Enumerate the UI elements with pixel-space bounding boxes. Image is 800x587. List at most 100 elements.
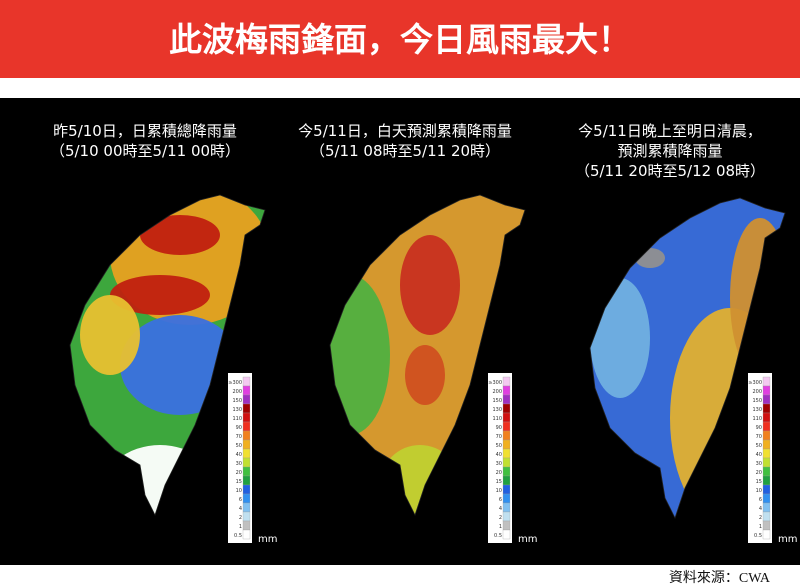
legend-label: 90 [496,425,502,431]
legend-swatch [762,457,771,468]
legend-swatch [242,421,251,432]
legend-label: 2 [759,515,762,521]
legend-swatch [762,394,771,405]
legend-swatch [502,448,511,459]
legend-label: 40 [236,452,242,458]
legend-label: 130 [492,407,502,413]
panel-title: 預測累積降雨量 [617,142,722,160]
legend-swatch [502,529,511,540]
legend-label: 110 [752,416,762,422]
legend-label: 10 [236,488,242,494]
legend-swatch [762,403,771,414]
legend-swatch [242,520,251,531]
legend-swatch [762,376,771,387]
legend-label: 30 [756,461,762,467]
legend-swatch [242,457,251,468]
legend-unit: mm [778,534,797,545]
panel-title: （5/11 20時至5/12 08時） [575,162,765,180]
legend-swatch [502,394,511,405]
legend-swatch [502,511,511,522]
rain-area [330,275,390,435]
legend-unit: mm [518,534,537,545]
legend-swatch [502,475,511,486]
legend-swatch [502,502,511,513]
rain-area [400,235,460,335]
legend-label: 130 [232,407,242,413]
legend-label: 200 [232,389,242,395]
header-title: 此波梅雨鋒面，今日風雨最大！ [0,0,800,78]
legend-swatch [502,457,511,468]
legend-swatch [242,502,251,513]
legend-swatch [762,511,771,522]
legend-label: 30 [496,461,502,467]
legend-label: 130 [752,407,762,413]
legend-swatch [242,394,251,405]
legend-label: 70 [236,434,242,440]
legend-label: 6 [499,497,502,503]
legend-label: 1 [239,524,242,530]
legend-label: 70 [496,434,502,440]
legend-swatch [242,493,251,504]
legend-swatch [762,448,771,459]
legend-swatch [762,421,771,432]
legend-label: 50 [236,443,242,449]
legend-unit: mm [258,534,277,545]
legend-swatch [242,403,251,414]
legend-label: 90 [236,425,242,431]
legend-label: 40 [496,452,502,458]
legend-label: ≥300 [748,380,762,386]
legend-swatch [242,529,251,540]
legend-label: 200 [492,389,502,395]
legend-label: 15 [236,479,242,485]
legend-label: 10 [756,488,762,494]
legend-label: 0.5 [234,533,242,539]
legend-label: 150 [492,398,502,404]
source: 資料來源：CWA [668,571,770,586]
legend-label: 50 [496,443,502,449]
legend-label: 150 [752,398,762,404]
legend-label: 200 [752,389,762,395]
legend-label: 0.5 [494,533,502,539]
legend-swatch [242,439,251,450]
legend-swatch [762,484,771,495]
legend-swatch [762,439,771,450]
legend-swatch [242,385,251,396]
legend-label: 15 [756,479,762,485]
legend-swatch [762,412,771,423]
legend-label: 6 [759,497,762,503]
legend-label: 0.5 [754,533,762,539]
legend-label: 15 [496,479,502,485]
legend-swatch [762,493,771,504]
legend-swatch [762,475,771,486]
rain-area [110,275,210,315]
legend-swatch [762,385,771,396]
rain-area [405,345,445,405]
legend-swatch [762,529,771,540]
legend-swatch [242,475,251,486]
legend-swatch [502,430,511,441]
legend-label: 2 [499,515,502,521]
legend-label: 30 [236,461,242,467]
legend-label: 20 [496,470,502,476]
legend-swatch [502,484,511,495]
legend-swatch [502,466,511,477]
map-panel: 昨5/10日，日累積總降雨量（5/10 00時至5/11 00時）≥300200… [0,98,800,565]
legend-swatch [762,430,771,441]
legend-label: 4 [499,506,502,512]
legend-swatch [762,502,771,513]
panel-title: 今5/11日，白天預測累積降雨量 [298,122,512,140]
panel-title: （5/11 08時至5/11 20時） [310,142,500,160]
legend-swatch [762,520,771,531]
legend-swatch [242,430,251,441]
panel-title: （5/10 00時至5/11 00時） [50,142,240,160]
rain-area [140,215,220,255]
legend-swatch [242,448,251,459]
legend-swatch [502,403,511,414]
legend-swatch [242,376,251,387]
legend-swatch [502,439,511,450]
legend-label: 1 [499,524,502,530]
legend-label: 20 [236,470,242,476]
legend-swatch [242,412,251,423]
legend-swatch [762,466,771,477]
legend-label: 4 [239,506,242,512]
